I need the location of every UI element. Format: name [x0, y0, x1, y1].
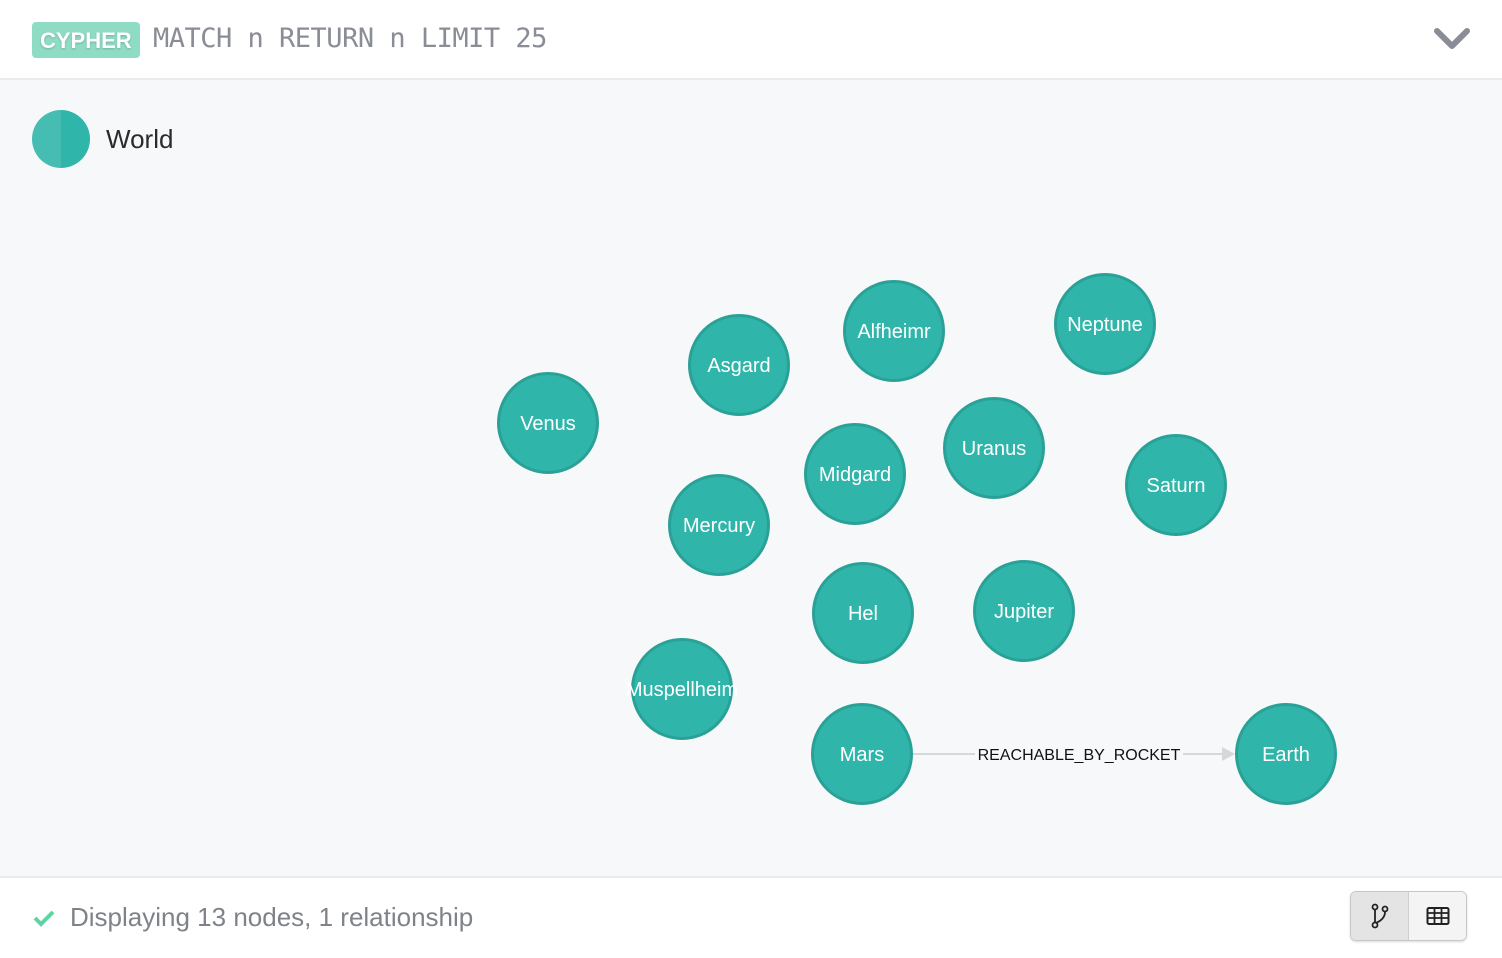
- table-view-icon: [1426, 907, 1449, 925]
- graph-node[interactable]: Venus: [497, 372, 599, 474]
- node-label: Earth: [1262, 744, 1310, 766]
- view-toggle: [1350, 891, 1467, 941]
- node-label: Jupiter: [994, 601, 1054, 623]
- node-label: Muspellheim: [626, 679, 738, 701]
- query-text[interactable]: MATCH n RETURN n LIMIT 25: [153, 23, 547, 54]
- graph-node[interactable]: Jupiter: [973, 560, 1075, 662]
- graph-node[interactable]: Mercury: [668, 474, 770, 576]
- node-label: Mars: [840, 744, 884, 766]
- node-label: Saturn: [1147, 475, 1206, 497]
- graph-node[interactable]: Alfheimr: [843, 280, 945, 382]
- node-circle[interactable]: [631, 638, 733, 740]
- node-circle[interactable]: [668, 474, 770, 576]
- query-header: CYPHER MATCH n RETURN n LIMIT 25: [0, 0, 1502, 80]
- node-circle[interactable]: [811, 703, 913, 805]
- graph-node[interactable]: Uranus: [943, 397, 1045, 499]
- graph-view-icon: [1371, 903, 1388, 929]
- graph-node[interactable]: Midgard: [804, 423, 906, 525]
- node-label: Neptune: [1067, 314, 1143, 336]
- graph-node[interactable]: Hel: [812, 562, 914, 664]
- graph-node[interactable]: Neptune: [1054, 273, 1156, 375]
- relationship-label-bg: [975, 744, 1183, 764]
- node-circle[interactable]: [1125, 434, 1227, 536]
- graph-node[interactable]: Earth: [1235, 703, 1337, 805]
- graph-svg[interactable]: REACHABLE_BY_ROCKET Alfheimr Neptune Asgard…: [0, 80, 1502, 876]
- node-circle[interactable]: [688, 314, 790, 416]
- graph-canvas[interactable]: REACHABLE_BY_ROCKET Alfheimr Neptune Asgard…: [0, 80, 1502, 876]
- graph-view-button[interactable]: [1351, 892, 1409, 940]
- legend-color-dot: [32, 110, 90, 168]
- graph-node[interactable]: Muspellheim: [626, 638, 738, 740]
- legend-label: World: [106, 123, 174, 154]
- node-label: Hel: [848, 603, 878, 625]
- node-circle[interactable]: [943, 397, 1045, 499]
- node-circle[interactable]: [812, 562, 914, 664]
- chevron-down-icon[interactable]: [1432, 24, 1472, 54]
- node-circle[interactable]: [1054, 273, 1156, 375]
- node-label: Midgard: [819, 464, 891, 486]
- table-view-button[interactable]: [1409, 892, 1466, 940]
- relationship-label: REACHABLE_BY_ROCKET: [978, 747, 1181, 764]
- node-circle[interactable]: [973, 560, 1075, 662]
- node-circle[interactable]: [804, 423, 906, 525]
- status-text: Displaying 13 nodes, 1 relationship: [70, 902, 474, 932]
- status: Displaying 13 nodes, 1 relationship: [32, 902, 473, 933]
- node-circle[interactable]: [1235, 703, 1337, 805]
- node-circle[interactable]: [843, 280, 945, 382]
- graph-node[interactable]: Asgard: [688, 314, 790, 416]
- relationship[interactable]: REACHABLE_BY_ROCKET: [913, 744, 1235, 764]
- node-label: Asgard: [707, 355, 770, 377]
- graph-node[interactable]: Mars: [811, 703, 913, 805]
- graph-node[interactable]: Saturn: [1125, 434, 1227, 536]
- legend-item-world[interactable]: World: [32, 110, 173, 168]
- node-label: Mercury: [683, 515, 755, 537]
- arrow-head: [1222, 747, 1235, 761]
- node-label: Venus: [520, 413, 576, 435]
- cypher-badge: CYPHER: [32, 22, 140, 58]
- check-icon: [33, 910, 55, 927]
- node-label: Alfheimr: [857, 321, 931, 343]
- node-circle[interactable]: [497, 372, 599, 474]
- node-label: Uranus: [962, 438, 1026, 460]
- footer: Displaying 13 nodes, 1 relationship: [0, 876, 1502, 958]
